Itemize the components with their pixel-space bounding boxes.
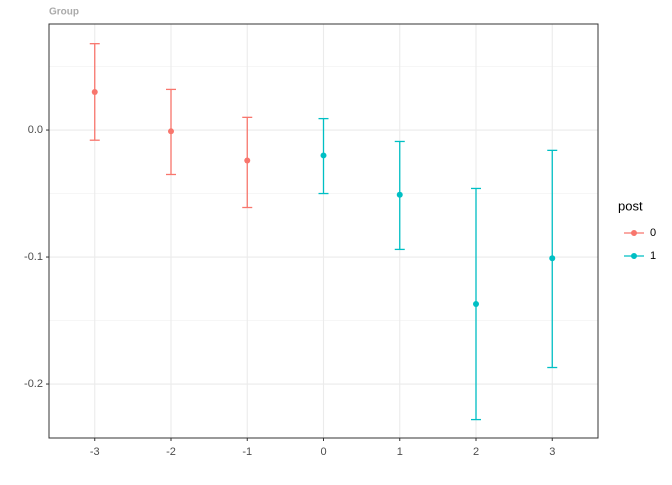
- x-tick-label: 2: [473, 446, 479, 458]
- point: [396, 191, 403, 198]
- y-tick-label: -0.2: [24, 378, 43, 390]
- point: [320, 152, 327, 159]
- legend-key-point: [631, 230, 637, 236]
- point: [91, 88, 98, 95]
- y-tick-label: 0.0: [28, 124, 43, 136]
- legend-label: 0: [650, 227, 656, 239]
- point: [473, 301, 479, 308]
- x-tick-label: 3: [549, 446, 555, 458]
- point: [244, 157, 251, 164]
- x-tick-label: 1: [397, 446, 403, 458]
- x-tick-label: -1: [242, 446, 252, 458]
- point: [549, 255, 556, 262]
- chart-title: Group: [49, 7, 79, 18]
- y-tick-label: -0.1: [24, 251, 43, 263]
- x-tick-label: -2: [166, 446, 176, 458]
- legend-key-point: [631, 253, 637, 259]
- x-tick-label: 0: [320, 446, 326, 458]
- point: [168, 128, 174, 135]
- x-tick-label: -3: [90, 446, 100, 458]
- legend-label: 1: [650, 250, 656, 262]
- panel-border: [48, 23, 599, 439]
- legend-title: post: [618, 198, 643, 213]
